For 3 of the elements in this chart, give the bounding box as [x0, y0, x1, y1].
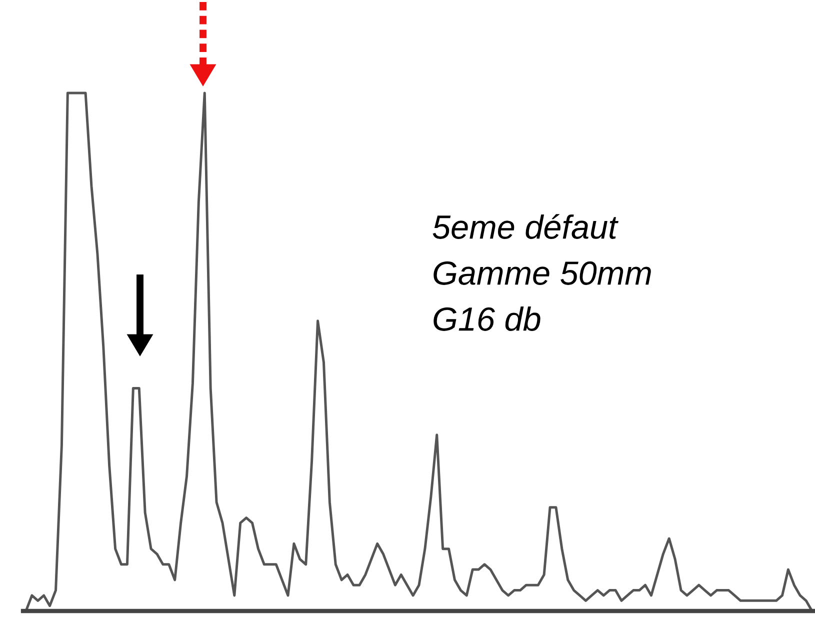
annotation: 5eme défaut [432, 214, 618, 239]
annotation: Gamme 50mm [434, 261, 651, 285]
annotation: G16 db [434, 306, 540, 331]
